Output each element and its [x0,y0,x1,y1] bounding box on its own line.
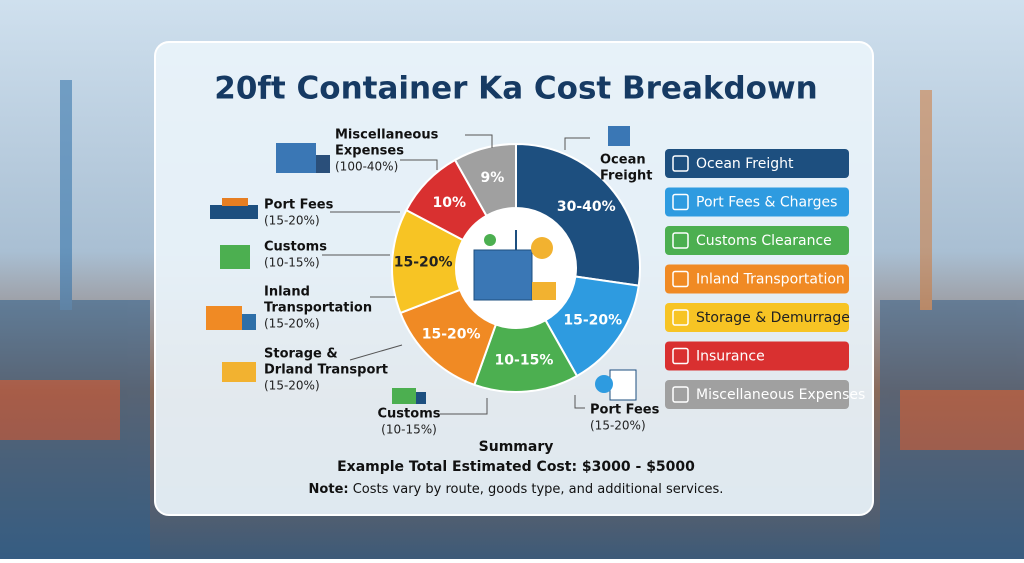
legend-box [672,193,689,211]
callout-lines [322,134,590,415]
chart-title: 20ft Container Ka Cost Breakdown [214,71,817,107]
callout-range: (15-20%) [264,317,320,331]
callout-title: Port Fees [264,198,334,213]
callout-title: Customs [378,407,441,422]
legend-box [672,309,689,326]
summary-heading: Summary [479,439,554,455]
callout-range: (15-20%) [590,419,646,433]
legend-box [672,347,689,365]
callout-title: Transportation [264,301,372,316]
legend: Ocean Freight Port Fees & Charges Customs … [665,149,865,409]
legend-label: Storage & Demurrage [696,310,850,326]
legend-swatch [665,380,849,409]
segment-label: 9% [480,170,504,186]
center-icon [473,230,556,301]
note-text: Costs vary by route, goods type, and add… [353,482,724,497]
legend-label: Customs Clearance [696,233,832,249]
callout-title: Storage & [264,347,338,362]
callout-title: Expenses [335,144,404,159]
donut-segment [453,142,517,218]
legend-swatch [665,264,849,294]
legend-label: Insurance [696,349,765,365]
callout-range: (100-40%) [335,160,398,174]
legend-box [672,155,689,172]
summary-note: Note: Costs vary by route, goods type, a… [309,482,724,497]
legend-label: Port Fees & Charges [696,195,837,211]
donut: 30-40% 15-20% 10-15% 15-20% 15-20% 10% 9% [391,142,641,393]
legend-box [672,270,689,288]
callout-range: (10-15%) [264,256,320,270]
background-containers [0,80,1024,559]
legend-box [672,386,689,403]
callout-title: Freight [600,169,653,184]
legend-label: Ocean Freight [696,156,794,172]
callout-icons [206,126,637,404]
callout-title: Port Fees [590,403,660,418]
callout-title: Drland Transport [264,363,388,378]
callout-range: (15-20%) [264,214,320,228]
segment-label: 15-20% [394,255,453,271]
callout-title: Miscellaneous [335,128,439,143]
legend-swatch [665,187,849,217]
segment-label: 30-40% [557,199,616,215]
legend-label: Inland Transportation [696,272,845,288]
legend-swatch [665,303,849,332]
legend-label: Miscellaneous Expenses [696,387,865,403]
legend-box [672,232,689,249]
callout-range: (10-15%) [381,423,437,437]
callout-title: Ocean [600,153,646,168]
callout-range: (15-20%) [264,379,320,393]
legend-swatch [665,226,849,255]
callout-title: Customs [264,240,327,255]
legend-swatch [665,341,849,371]
segment-label: 10-15% [495,353,554,369]
legend-swatch [665,149,849,178]
summary-cost: Example Total Estimated Cost: $3000 - $5… [337,459,695,475]
callout-title: Inland [264,285,310,300]
segment-label: 10% [433,195,467,211]
segment-label: 15-20% [422,327,481,343]
segment-label: 15-20% [563,312,622,328]
note-label: Note: [309,482,349,497]
